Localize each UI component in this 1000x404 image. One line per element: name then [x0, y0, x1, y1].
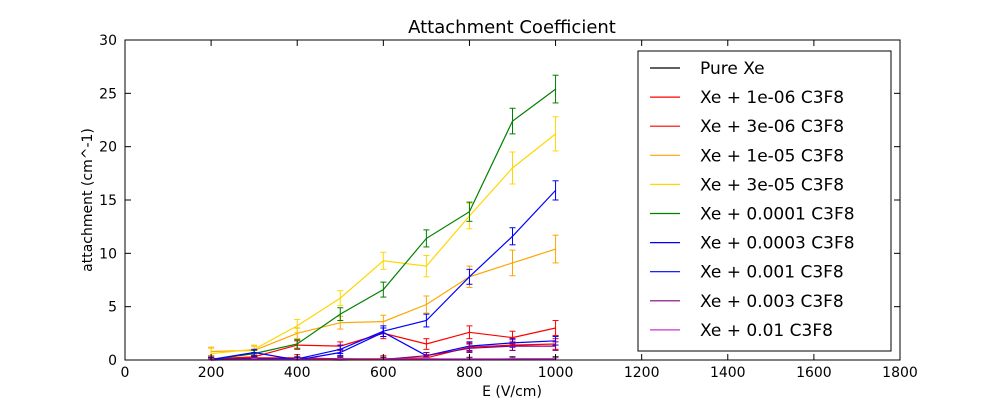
x-tick-label: 1000 [538, 365, 574, 381]
data-point [253, 351, 255, 354]
legend-item: Xe + 0.0001 C3F8 [650, 205, 855, 225]
data-point [425, 358, 427, 360]
legend-label: Xe + 0.001 C3F8 [700, 263, 844, 283]
x-tick-label: 1600 [796, 365, 832, 381]
legend-item: Pure Xe [650, 59, 765, 79]
legend: Pure Xe Xe + 1e-06 C3F8 Xe + 3e-06 C3F8 Xe … [637, 50, 892, 352]
data-point [468, 331, 471, 333]
data-point [554, 189, 557, 191]
data-point [339, 313, 341, 315]
legend-label: Xe + 0.0001 C3F8 [700, 205, 855, 225]
data-point [554, 88, 557, 90]
legend-label: Xe + 1e-06 C3F8 [700, 88, 844, 108]
data-point [468, 276, 471, 278]
legend-item: Xe + 3e-06 C3F8 [650, 117, 844, 137]
data-point [554, 248, 557, 250]
legend-label: Pure Xe [700, 59, 765, 79]
data-point [425, 355, 427, 357]
y-tick-label: 20 [99, 140, 117, 156]
data-point [554, 340, 557, 342]
y-tick-label: 10 [99, 246, 117, 262]
y-tick-label: 30 [99, 33, 117, 49]
legend-item: Xe + 1e-06 C3F8 [650, 88, 844, 108]
data-point [554, 327, 557, 329]
data-point [382, 331, 384, 333]
data-point [511, 345, 514, 347]
data-point [468, 211, 471, 213]
data-point [425, 343, 427, 345]
data-point [511, 337, 514, 339]
axes: 0 200 400 600 800 1000 1200 1400 1600 1800 0 5 10 15 2… [99, 33, 918, 381]
data-point [511, 167, 514, 169]
data-point [425, 303, 427, 306]
data-point [210, 353, 212, 355]
data-point [339, 351, 341, 354]
legend-label: Xe + 0.01 C3F8 [700, 321, 833, 341]
data-point [511, 358, 514, 360]
x-tick-label: 400 [284, 365, 311, 381]
data-point [296, 332, 298, 334]
data-point [382, 289, 384, 291]
legend-item: Xe + 0.01 C3F8 [650, 321, 833, 341]
plot-area [208, 74, 559, 361]
legend-box [637, 50, 892, 352]
y-tick-label: 25 [99, 86, 117, 102]
data-point [468, 347, 471, 349]
x-tick-label: 1200 [624, 365, 660, 381]
chart-title: Attachment Coefficient [408, 17, 616, 38]
data-point [296, 325, 298, 327]
y-tick-label: 0 [108, 353, 117, 369]
data-point [382, 260, 384, 262]
data-point [339, 297, 341, 299]
legend-item: Xe + 1e-05 C3F8 [650, 146, 844, 166]
data-point [382, 321, 384, 323]
legend-label: Xe + 0.003 C3F8 [700, 292, 844, 312]
x-tick-label: 1800 [882, 365, 918, 381]
x-tick-label: 600 [370, 365, 397, 381]
data-point [511, 235, 514, 237]
legend-label: Xe + 0.0003 C3F8 [700, 234, 855, 254]
legend-label: Xe + 1e-05 C3F8 [700, 146, 844, 166]
x-axis-label: E (V/cm) [482, 384, 542, 400]
data-point [425, 237, 427, 239]
legend-label: Xe + 3e-05 C3F8 [700, 175, 844, 195]
data-point [296, 343, 298, 345]
y-tick-label: 15 [99, 193, 117, 209]
x-tick-label: 200 [198, 365, 225, 381]
y-tick-label: 5 [108, 300, 117, 316]
data-point [425, 265, 427, 267]
legend-item: Xe + 0.003 C3F8 [650, 292, 844, 312]
legend-item: Xe + 0.001 C3F8 [650, 263, 844, 283]
data-point [425, 319, 427, 322]
data-point [554, 133, 557, 135]
legend-label: Xe + 3e-06 C3F8 [700, 117, 844, 137]
data-point [339, 322, 341, 324]
data-point [511, 120, 514, 122]
legend-item: Xe + 3e-05 C3F8 [650, 175, 844, 195]
x-tick-label: 1400 [710, 365, 746, 381]
y-axis-label: attachment (cm^-1) [80, 128, 96, 272]
data-point [511, 262, 514, 264]
x-tick-label: 800 [456, 365, 483, 381]
legend-item: Xe + 0.0003 C3F8 [650, 234, 855, 254]
x-tick-label: 0 [121, 365, 130, 381]
data-point [554, 345, 557, 347]
